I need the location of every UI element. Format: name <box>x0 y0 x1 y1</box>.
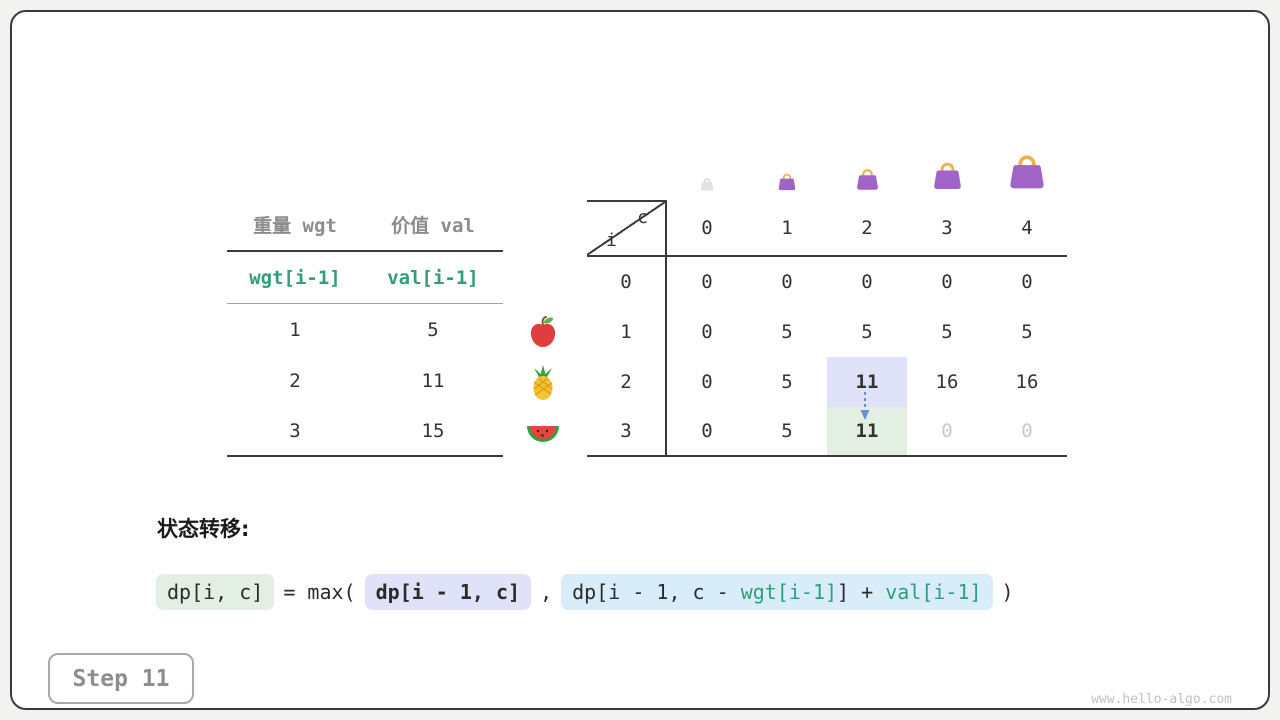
item-1-value: 5 <box>427 318 439 341</box>
formula-arg2: dp[i - 1, c - wgt[i-1]] + val[i-1] <box>561 574 993 610</box>
col-header-value: 价值 val <box>391 214 475 237</box>
formula-lhs: dp[i, c] <box>156 574 275 610</box>
bag-xlarge-icon <box>1010 155 1044 189</box>
dp-row-header-3: 3 <box>587 407 667 457</box>
step-indicator: Step 11 <box>48 653 194 704</box>
dp-cell-r0-c0: 0 <box>701 271 713 293</box>
dp-col-header-2: 2 <box>827 200 907 257</box>
state-transition-label: 状态转移: <box>157 517 250 541</box>
formula-arg2-val: val[i-1] <box>885 580 982 604</box>
dp-cell-r2-c0: 0 <box>701 371 713 393</box>
item-row-2: 2 11 <box>227 355 503 406</box>
item-3-value: 15 <box>421 419 445 442</box>
item-2-value: 11 <box>421 369 445 392</box>
wgt-formula-label: wgt[i-1] <box>249 266 341 289</box>
transition-formula: dp[i, c] = max( dp[i - 1, c] , dp[i - 1,… <box>156 574 1014 610</box>
dp-row-header-0: 0 <box>587 257 667 307</box>
bag-tiny-icon <box>700 178 714 191</box>
dp-cell-r1-c1: 5 <box>781 321 793 343</box>
dp-cell-r2-c4: 16 <box>1015 371 1039 393</box>
bag-medium-icon <box>857 169 878 190</box>
dp-cell-r0-c2: 0 <box>861 271 873 293</box>
item-1-weight: 1 <box>289 318 301 341</box>
dp-row-header-2: 2 <box>587 357 667 407</box>
bag-large-icon <box>934 162 961 190</box>
items-table-header: 重量 wgt 价值 val <box>227 198 503 252</box>
transition-arrow-icon <box>860 392 870 420</box>
figure-card: 重量 wgt 价值 val wgt[i-1] val[i-1] 1 5 2 11… <box>10 10 1270 710</box>
dp-table: c i 0 1 2 3 4 0 0 0 0 0 0 1 0 5 5 5 5 2 … <box>587 200 1067 457</box>
dp-col-header-1: 1 <box>747 200 827 257</box>
watermark: www.hello-algo.com <box>1091 692 1232 707</box>
dp-col-header-4: 4 <box>987 200 1067 257</box>
dp-cell-r2-c1: 5 <box>781 371 793 393</box>
dp-col-header-3: 3 <box>907 200 987 257</box>
formula-arg1: dp[i - 1, c] <box>364 574 532 610</box>
item-row-1: 1 5 <box>227 304 503 355</box>
formula-arg2-prefix: dp[i - 1, c - <box>572 580 741 604</box>
dp-cell-r1-c2: 5 <box>861 321 873 343</box>
dp-cell-r3-c4: 0 <box>987 407 1067 457</box>
col-header-weight: 重量 wgt <box>253 214 337 237</box>
item-axis-label: i <box>606 230 617 251</box>
formula-arg2-join: ] + <box>837 580 886 604</box>
watermelon-icon <box>527 426 559 442</box>
dp-cell-r3-c1: 5 <box>747 407 827 457</box>
dp-cell-r0-c1: 0 <box>781 271 793 293</box>
bag-small-icon <box>778 173 796 191</box>
formula-arg2-wgt: wgt[i-1] <box>740 580 838 604</box>
dp-cell-r0-c4: 0 <box>1021 271 1033 293</box>
dp-cell-r1-c0: 0 <box>701 321 713 343</box>
apple-icon <box>530 316 556 347</box>
dp-cell-highlight-source: 11 <box>827 357 907 407</box>
val-formula-label: val[i-1] <box>387 266 479 289</box>
dp-cell-r0-c3: 0 <box>941 271 953 293</box>
item-2-weight: 2 <box>289 369 301 392</box>
items-table-formula-row: wgt[i-1] val[i-1] <box>227 252 503 304</box>
formula-close: ) <box>1001 580 1014 604</box>
capacity-axis-label: c <box>637 207 648 228</box>
dp-cell-r3-c0: 0 <box>667 407 747 457</box>
dp-cell-r2-c3: 16 <box>935 371 959 393</box>
dp-cell-r1-c4: 5 <box>1021 321 1033 343</box>
dp-cell-r3-c3: 0 <box>907 407 987 457</box>
formula-comma: , <box>540 580 553 604</box>
item-row-3: 3 15 <box>227 406 503 457</box>
dp-cell-r1-c3: 5 <box>941 321 953 343</box>
pineapple-icon <box>533 365 553 400</box>
dp-corner-cell: c i <box>587 200 667 257</box>
formula-op: = max( <box>283 580 356 604</box>
item-3-weight: 3 <box>289 419 301 442</box>
items-table: 重量 wgt 价值 val wgt[i-1] val[i-1] 1 5 2 11… <box>227 198 503 457</box>
dp-row-header-1: 1 <box>587 307 667 357</box>
dp-col-header-0: 0 <box>667 200 747 257</box>
